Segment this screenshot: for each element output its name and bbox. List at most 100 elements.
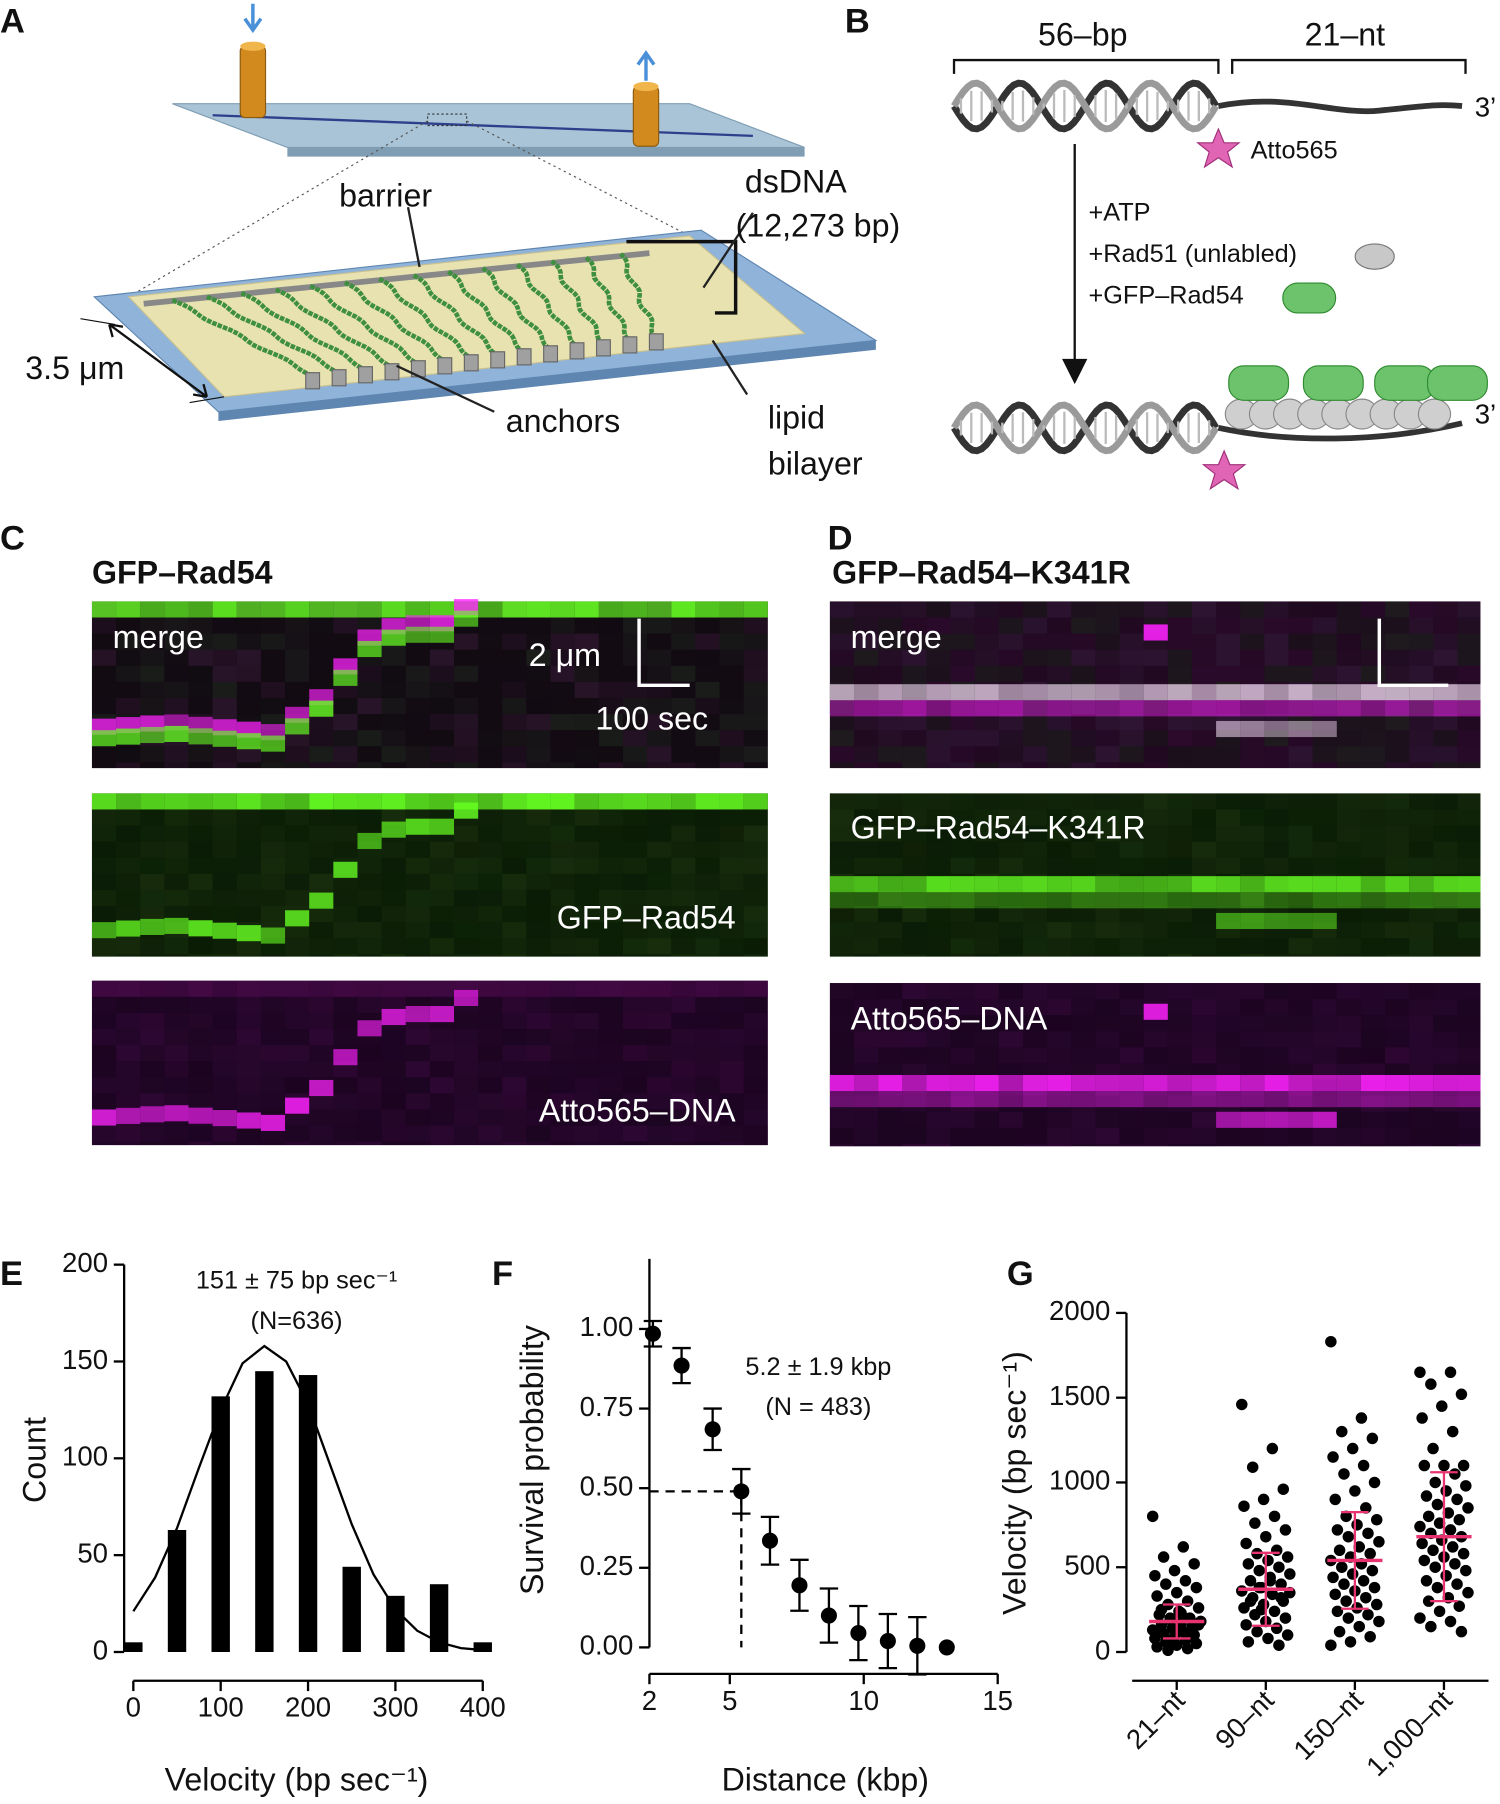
kymo-pixel <box>671 857 696 874</box>
data-point <box>1173 1622 1185 1635</box>
kymo-signal <box>829 1091 855 1108</box>
kymo-signal <box>1240 700 1265 717</box>
kymo-pixel <box>998 1095 1023 1112</box>
kymo-signal <box>671 980 696 997</box>
kymo-pixel <box>478 649 503 666</box>
kymo-pixel <box>998 889 1023 907</box>
kymo-pixel <box>974 999 999 1016</box>
kymo-pixel <box>164 1029 189 1046</box>
kymo-pixel <box>622 825 648 842</box>
kymo-pixel <box>1264 665 1289 682</box>
anchor <box>516 348 532 366</box>
kymo-pixel <box>974 906 999 923</box>
kymo-pixel <box>902 857 927 874</box>
kymo-pixel <box>1167 1127 1192 1144</box>
x-axis-label: Velocity (bp sec⁻¹) <box>165 1761 429 1797</box>
kymo-pixel <box>1360 601 1386 618</box>
kymo-pixel <box>950 746 975 763</box>
kymo-pixel <box>1191 983 1217 1000</box>
kymo-pixel <box>405 762 430 769</box>
data-point <box>1449 1468 1461 1480</box>
kymo-pixel <box>695 938 720 955</box>
kymo-pixel <box>647 697 672 715</box>
kymo-pixel <box>309 954 334 957</box>
kymo-pixel <box>236 809 261 826</box>
kymo-pixel <box>1385 617 1410 634</box>
panel-label: A <box>0 2 25 40</box>
kymo-pixel <box>116 1045 141 1062</box>
data-point <box>1160 1578 1172 1590</box>
helix-strand <box>951 79 1220 133</box>
kymo-pixel <box>550 1125 575 1142</box>
kymo-pixel <box>550 873 575 890</box>
kymo-pixel <box>478 996 503 1013</box>
kymo-pixel <box>478 1141 503 1146</box>
kymo-pixel <box>188 697 213 715</box>
kymo-pixel <box>926 983 951 1000</box>
kymo-pixel <box>405 906 430 923</box>
kymo-signal <box>405 980 430 997</box>
data-point <box>1329 1493 1341 1506</box>
kymo-pixel <box>212 954 237 957</box>
kymo-pixel <box>1095 889 1120 907</box>
kymo-signal <box>1216 720 1241 738</box>
kymo-pixel <box>598 1093 623 1110</box>
kymo-pixel <box>405 714 430 731</box>
leader <box>406 206 421 268</box>
kymo-signal <box>1433 1091 1458 1108</box>
kymo-pixel <box>1409 954 1434 957</box>
kymo-pixel <box>1167 1015 1192 1032</box>
kymo-pixel <box>381 1125 406 1142</box>
kymo-pixel <box>998 1015 1023 1032</box>
kymo-pixel <box>309 809 334 826</box>
kymo-pixel <box>1047 999 1072 1016</box>
kymo-pixel <box>829 793 855 810</box>
kymo-pixel <box>829 922 855 939</box>
kymo-signal <box>381 793 406 810</box>
kymo-signal <box>1457 684 1481 701</box>
kymo-pixel <box>1264 825 1289 842</box>
kymo-pixel <box>454 730 479 747</box>
kymo-pixel <box>309 1125 334 1142</box>
kymo-pixel <box>1433 906 1458 923</box>
kymo-pixel <box>950 1111 975 1128</box>
kymo-signal <box>1095 684 1120 701</box>
kymo-signal <box>140 1106 165 1123</box>
kymo-pixel <box>1385 746 1410 763</box>
data-point <box>1262 1632 1274 1645</box>
kymo-pixel <box>526 841 551 858</box>
kymo-pixel <box>902 1015 927 1032</box>
data-point <box>1153 1625 1165 1638</box>
kymo-pixel <box>1022 697 1048 715</box>
kymo-pixel <box>478 1029 503 1046</box>
kymo-pixel <box>164 1125 189 1142</box>
kymo-pixel <box>236 617 261 634</box>
kymo-pixel <box>1095 762 1120 769</box>
kymo-pixel <box>1167 999 1192 1016</box>
panel-label: B <box>845 2 870 40</box>
kymo-pixel <box>454 681 479 698</box>
data-point <box>1436 1400 1448 1412</box>
kymo-pixel <box>429 906 455 923</box>
data-point <box>1279 1524 1292 1536</box>
kymo-signal <box>1022 876 1048 893</box>
kymo-pixel <box>647 746 672 763</box>
kymo-pixel <box>357 746 382 763</box>
kymo-pixel <box>1047 633 1072 650</box>
kymo-pixel <box>260 873 286 890</box>
kymo-pixel <box>309 1093 334 1110</box>
kymo-pixel <box>478 730 503 747</box>
kymo-pixel <box>998 762 1023 769</box>
kymo-pixel <box>1336 841 1361 858</box>
kymo-pixel <box>622 1077 648 1094</box>
slide-edge <box>218 340 876 421</box>
kymo-signal <box>1264 720 1289 738</box>
kymo-pixel <box>743 809 768 826</box>
lipid-bilayer <box>127 235 806 398</box>
kymo-pixel <box>502 1125 527 1142</box>
kymo-pixel <box>1457 746 1481 763</box>
kymo-pixel <box>1240 983 1265 1000</box>
kymo-pixel <box>1022 1127 1048 1144</box>
kymo-pixel <box>1240 809 1265 826</box>
kymo-pixel <box>719 1141 744 1146</box>
